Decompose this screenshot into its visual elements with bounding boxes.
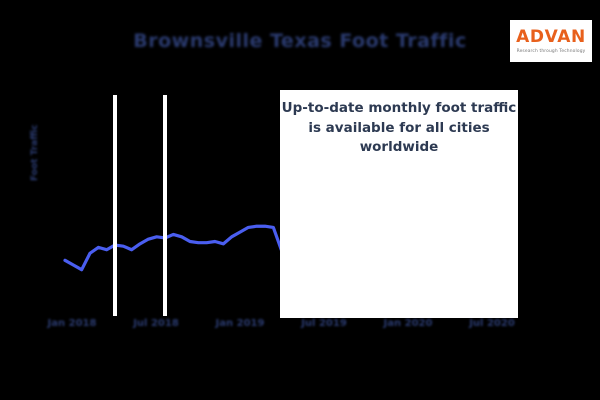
logo-wordmark: ADVAN bbox=[516, 26, 586, 47]
page-title: Brownsville Texas Foot Traffic bbox=[133, 30, 467, 52]
x-axis-tick-label: Jan 2019 bbox=[215, 318, 265, 329]
x-axis-tick-label: Jan 2020 bbox=[383, 318, 433, 329]
callout-panel: Up-to-date monthly foot traffic is avail… bbox=[280, 90, 518, 318]
callout-text: Up-to-date monthly foot traffic is avail… bbox=[274, 99, 524, 158]
advan-logo: ADVAN Research through Technology bbox=[510, 20, 592, 62]
callout-line-2: is available for all cities worldwide bbox=[308, 119, 490, 156]
x-axis-tick-label: Jul 2019 bbox=[301, 318, 347, 329]
x-axis-tick-label: Jul 2020 bbox=[469, 318, 515, 329]
logo-tagline: Research through Technology bbox=[516, 48, 586, 54]
x-axis-tick-label: Jan 2018 bbox=[47, 318, 97, 329]
vertical-marker-1 bbox=[113, 95, 117, 316]
callout-line-1: Up-to-date monthly foot traffic bbox=[281, 100, 517, 116]
x-axis-tick-label: Jul 2018 bbox=[133, 318, 179, 329]
y-axis-label: Foot Traffic bbox=[30, 124, 40, 181]
vertical-marker-2 bbox=[163, 95, 167, 316]
